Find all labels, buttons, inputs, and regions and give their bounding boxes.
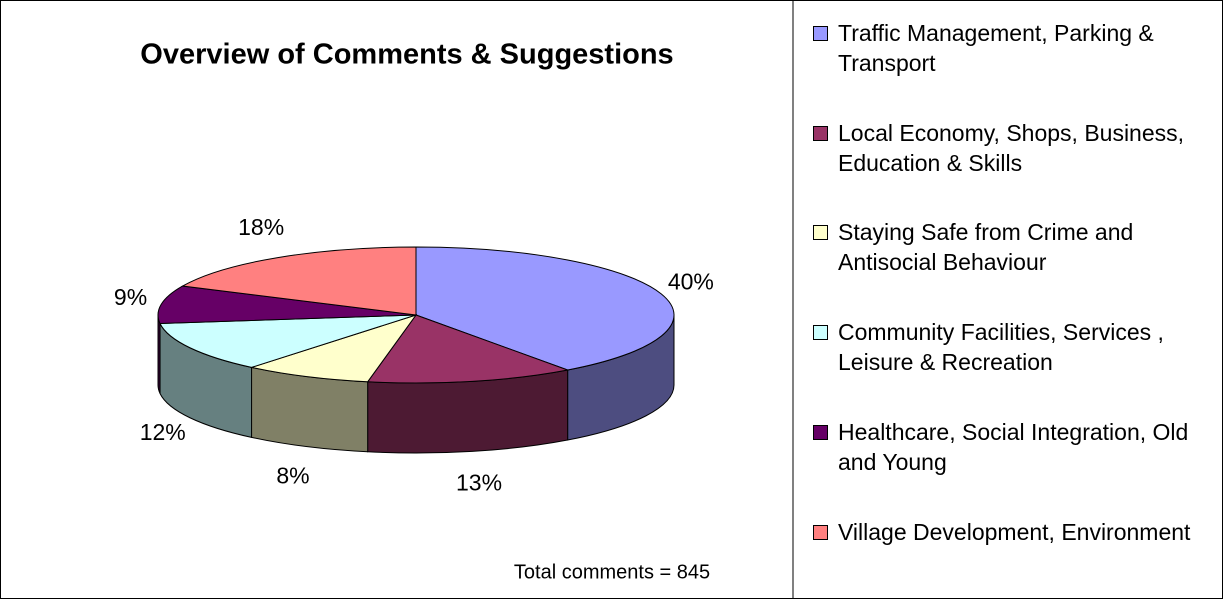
data-label: 8% xyxy=(276,462,309,488)
annotation: Total comments = 845 xyxy=(514,561,710,583)
data-label: 40% xyxy=(668,269,714,295)
legend-swatch xyxy=(813,525,828,540)
chart-title: Overview of Comments & Suggestions xyxy=(140,39,673,71)
legend-item: Community Facilities, Services , Leisure… xyxy=(813,317,1213,377)
legend-label: Village Development, Environment xyxy=(838,519,1191,545)
pie-slice xyxy=(415,246,675,371)
legend-item: Local Economy, Shops, Business, Educatio… xyxy=(813,118,1213,178)
legend-label: Staying Safe from Crime and Antisocial B… xyxy=(838,219,1134,275)
legend-swatch xyxy=(813,325,828,340)
legend-label: Community Facilities, Services , Leisure… xyxy=(838,319,1164,375)
legend-label: Local Economy, Shops, Business, Educatio… xyxy=(838,120,1185,176)
legend-swatch xyxy=(813,126,828,141)
legend-label: Healthcare, Social Integration, Old and … xyxy=(838,419,1189,475)
pie-slice xyxy=(249,314,418,383)
legend-swatch xyxy=(813,225,828,240)
legend-item: Village Development, Environment xyxy=(813,517,1213,547)
legend-swatch xyxy=(813,425,828,440)
pie-slice-side xyxy=(157,314,161,394)
pie-slice xyxy=(157,285,417,325)
data-label: 12% xyxy=(140,419,186,445)
legend-label: Traffic Management, Parking & Transport xyxy=(838,20,1154,76)
legend-item: Staying Safe from Crime and Antisocial B… xyxy=(813,217,1213,277)
pie-slice xyxy=(180,246,417,316)
data-label: 18% xyxy=(238,214,284,240)
legend-item: Traffic Management, Parking & Transport xyxy=(813,18,1213,78)
legend-swatch xyxy=(813,26,828,41)
data-label: 13% xyxy=(456,470,502,496)
pie-slice xyxy=(159,314,417,368)
pie-slice xyxy=(366,314,570,384)
data-label: 9% xyxy=(114,284,147,310)
legend-item: Healthcare, Social Integration, Old and … xyxy=(813,417,1213,477)
